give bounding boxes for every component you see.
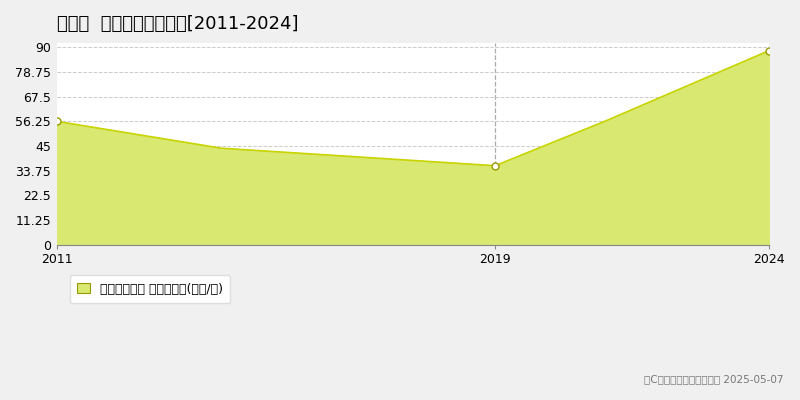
Point [489,162,502,169]
Text: （C）土地価格ドットコム 2025-05-07: （C）土地価格ドットコム 2025-05-07 [645,374,784,384]
Point [50,118,63,124]
Legend: 収益物件価格 平均坪単価(万円/坪): 収益物件価格 平均坪単価(万円/坪) [70,275,230,303]
Text: 開成町  収益物件価格推移[2011-2024]: 開成町 収益物件価格推移[2011-2024] [57,15,298,33]
Point [762,47,775,54]
